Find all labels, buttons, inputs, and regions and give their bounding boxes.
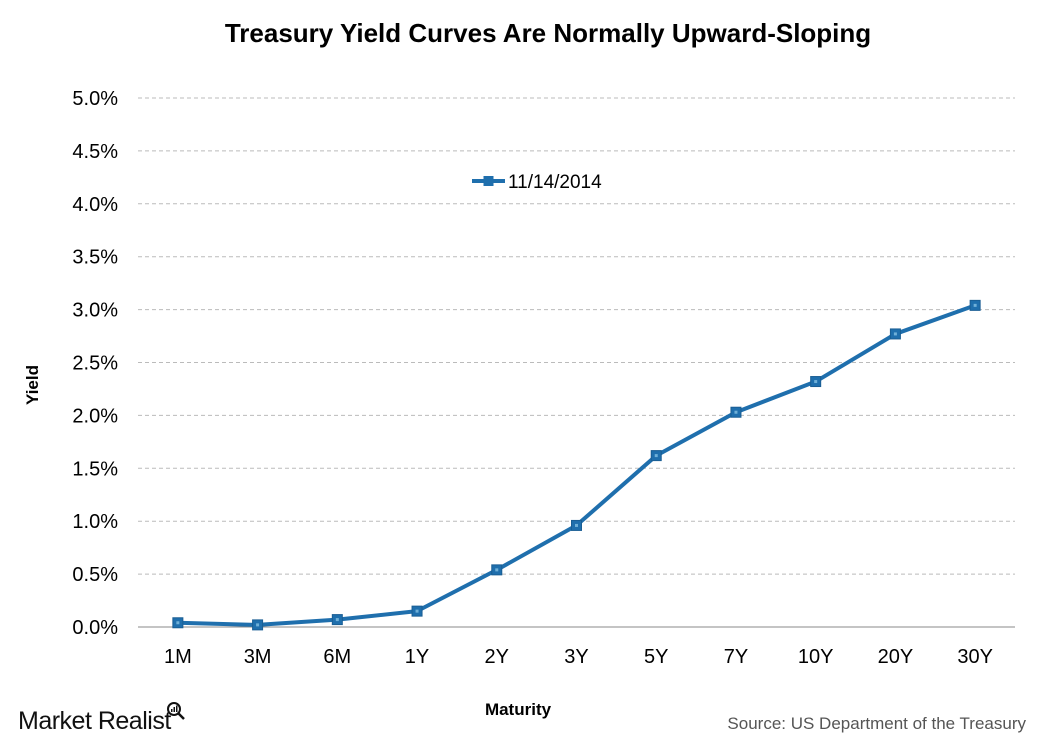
market-realist-logo: Market Realist: [18, 702, 185, 736]
data-point-center: [973, 303, 977, 307]
x-tick-label: 3Y: [564, 646, 588, 668]
data-point-center: [654, 454, 658, 458]
data-point-center: [176, 621, 180, 625]
y-tick-label: 1.5%: [72, 458, 118, 480]
series-line: [177, 303, 976, 627]
source-note: Source: US Department of the Treasury: [727, 714, 1026, 733]
y-axis-label: Yield: [23, 365, 42, 405]
x-tick-label: 3M: [244, 646, 272, 668]
x-tick-label: 5Y: [644, 646, 668, 668]
y-tick-label: 3.0%: [72, 300, 118, 322]
chart-title: Treasury Yield Curves Are Normally Upwar…: [225, 18, 871, 48]
x-tick-label: 10Y: [798, 646, 834, 668]
y-tick-label: 4.5%: [72, 141, 118, 163]
x-tick-label: 6M: [323, 646, 351, 668]
data-point-center: [814, 380, 818, 384]
y-tick-label: 0.5%: [72, 564, 118, 586]
data-point-center: [335, 618, 339, 622]
y-tick-label: 2.5%: [72, 353, 118, 375]
magnifier-chart-icon: [167, 702, 185, 720]
y-tick-label: 2.0%: [72, 405, 118, 427]
x-axis-label: Maturity: [485, 700, 552, 719]
x-tick-label: 7Y: [724, 646, 748, 668]
x-tick-label: 1Y: [405, 646, 429, 668]
x-tick-label: 20Y: [878, 646, 914, 668]
x-tick-label: 30Y: [957, 646, 993, 668]
y-tick-label: 5.0%: [72, 88, 118, 110]
y-tick-label: 4.0%: [72, 194, 118, 216]
x-tick-label: 2Y: [485, 646, 509, 668]
y-tick-label: 0.0%: [72, 617, 118, 639]
data-point-center: [495, 568, 499, 572]
legend-label: 11/14/2014: [508, 172, 602, 193]
data-point-center: [256, 623, 260, 627]
y-tick-label: 1.0%: [72, 511, 118, 533]
data-point-center: [575, 523, 578, 527]
y-tick-label: 3.5%: [72, 247, 118, 269]
data-point-center: [415, 609, 419, 613]
logo-text: Market Realist: [18, 707, 171, 735]
x-tick-label: 1M: [164, 646, 192, 668]
data-point-center: [734, 410, 738, 414]
data-point-center: [893, 332, 897, 336]
legend-marker: [483, 176, 494, 186]
